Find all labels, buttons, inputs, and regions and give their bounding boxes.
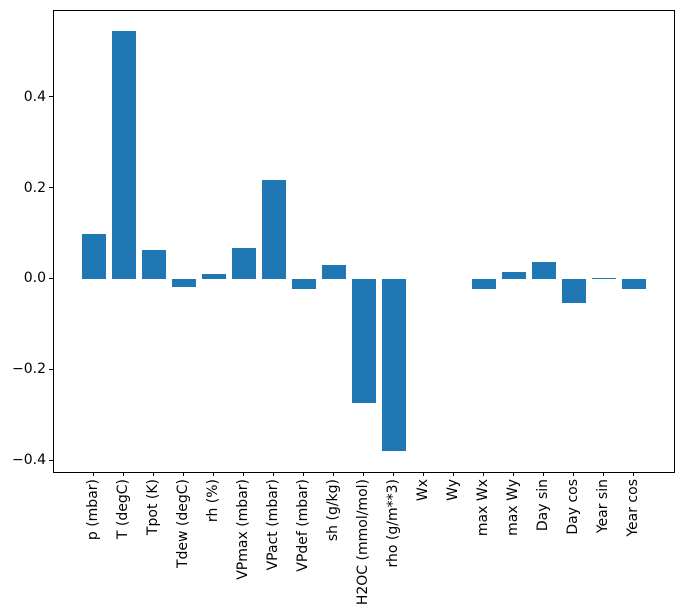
x-tick-mark <box>542 472 544 476</box>
x-tick-label: Tdew (degC) <box>175 479 192 569</box>
x-tick-label: T (degC) <box>115 479 132 540</box>
bar-Tdew (degC) <box>172 279 197 287</box>
x-tick-mark <box>422 472 424 476</box>
y-tick-mark <box>49 96 53 98</box>
x-tick-label: Wy <box>444 479 461 501</box>
bar-H2OC (mmol/mol) <box>352 279 376 403</box>
x-tick-label: Day sin <box>534 479 551 532</box>
plot-area <box>53 10 675 473</box>
x-tick-mark <box>363 472 364 476</box>
x-tick-mark <box>572 472 574 476</box>
y-tick-mark <box>49 368 53 370</box>
x-tick-mark <box>93 472 95 476</box>
x-tick-label: Tpot (K) <box>145 479 162 536</box>
bar-VPmax (mbar) <box>232 247 257 280</box>
bar-T (degC) <box>112 30 137 280</box>
x-tick-label: VPdef (mbar) <box>295 479 312 572</box>
x-tick-label: rho (g/m**3) <box>384 479 401 568</box>
x-tick-mark <box>243 472 245 476</box>
y-tick-label: −0.4 <box>12 452 46 469</box>
y-tick-mark <box>49 459 53 461</box>
x-tick-mark <box>153 472 155 476</box>
bar-Tpot (K) <box>142 249 167 280</box>
bar-rho (g/m**3) <box>381 279 406 452</box>
x-tick-mark <box>213 472 215 476</box>
x-tick-mark <box>183 472 185 476</box>
y-tick-mark <box>49 277 53 279</box>
x-tick-mark <box>303 472 305 476</box>
bar-VPdef (mbar) <box>292 279 317 289</box>
x-tick-mark <box>273 472 275 476</box>
bar-Day cos <box>561 279 586 304</box>
x-tick-mark <box>392 472 394 476</box>
x-tick-mark <box>632 472 634 476</box>
x-tick-mark <box>482 472 484 476</box>
bar-rh (%) <box>202 273 227 280</box>
y-tick-mark <box>49 187 53 189</box>
bar-Day sin <box>531 262 556 280</box>
x-tick-mark <box>123 472 125 476</box>
bar-sh (g/kg) <box>322 265 346 280</box>
bar-max Wx <box>471 279 496 290</box>
y-tick-label: 0.0 <box>23 270 46 287</box>
x-tick-label: VPmax (mbar) <box>235 479 252 580</box>
x-tick-mark <box>512 472 514 476</box>
bar-VPact (mbar) <box>262 179 287 280</box>
x-tick-label: p (mbar) <box>85 479 102 541</box>
x-tick-label: Year sin <box>594 479 611 534</box>
x-tick-label: Wx <box>414 479 431 502</box>
x-tick-label: rh (%) <box>205 479 222 523</box>
x-tick-label: Year cos <box>624 479 641 537</box>
y-tick-label: −0.2 <box>12 361 46 378</box>
x-tick-label: Day cos <box>564 479 581 535</box>
y-tick-label: 0.2 <box>23 179 46 196</box>
x-tick-label: H2OC (mmol/mol) <box>355 479 371 606</box>
x-tick-mark <box>452 472 454 476</box>
x-tick-label: sh (g/kg) <box>325 479 342 542</box>
y-tick-label: 0.4 <box>23 88 46 105</box>
x-tick-label: max Wy <box>504 479 521 536</box>
x-tick-mark <box>333 472 335 476</box>
bar-Year sin <box>591 278 616 280</box>
x-tick-label: VPact (mbar) <box>265 479 282 571</box>
x-tick-label: max Wx <box>474 479 491 537</box>
bar-Year cos <box>621 279 646 290</box>
x-tick-mark <box>602 472 604 476</box>
bar-max Wy <box>501 271 526 280</box>
bar-p (mbar) <box>82 234 107 280</box>
